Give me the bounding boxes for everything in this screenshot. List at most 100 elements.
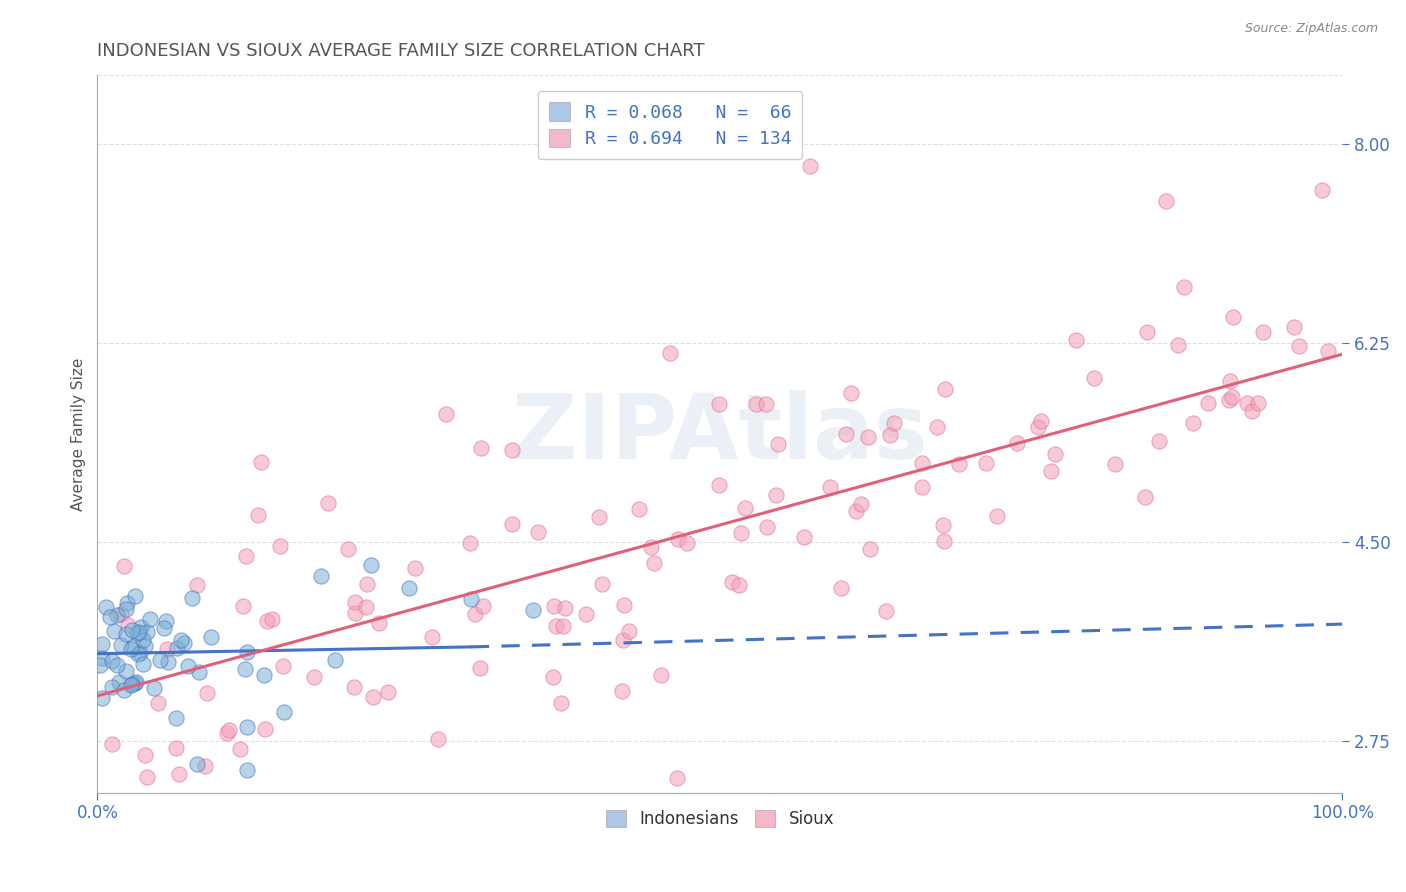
Point xyxy=(1005,436,1028,450)
Point xyxy=(666,771,689,785)
Point xyxy=(799,159,821,173)
Point xyxy=(143,681,166,695)
Point xyxy=(883,417,905,431)
Point xyxy=(218,723,240,738)
Point xyxy=(934,534,956,549)
Point xyxy=(544,619,567,633)
Point xyxy=(707,478,730,492)
Point xyxy=(250,455,273,469)
Point xyxy=(472,599,495,613)
Point xyxy=(273,705,295,719)
Point xyxy=(934,382,956,396)
Point xyxy=(311,569,333,583)
Point xyxy=(1222,310,1244,324)
Point xyxy=(367,616,389,631)
Legend: Indonesians, Sioux: Indonesians, Sioux xyxy=(599,803,841,835)
Point xyxy=(540,820,562,834)
Point xyxy=(766,437,789,451)
Point xyxy=(361,690,384,704)
Point xyxy=(246,508,269,522)
Point xyxy=(818,480,841,494)
Point xyxy=(1136,326,1159,340)
Point xyxy=(200,631,222,645)
Point xyxy=(420,630,443,644)
Point xyxy=(830,581,852,595)
Point xyxy=(233,662,256,676)
Point xyxy=(659,346,682,360)
Point xyxy=(170,632,193,647)
Point xyxy=(628,501,651,516)
Point xyxy=(1182,416,1205,430)
Point xyxy=(344,595,367,609)
Point xyxy=(177,659,200,673)
Point xyxy=(709,397,731,411)
Point xyxy=(875,604,897,618)
Point xyxy=(1317,343,1340,358)
Point xyxy=(734,501,756,516)
Point xyxy=(1083,371,1105,385)
Point xyxy=(367,822,389,836)
Point xyxy=(110,638,132,652)
Point xyxy=(613,598,636,612)
Point xyxy=(153,621,176,635)
Point xyxy=(166,641,188,656)
Point xyxy=(1026,419,1049,434)
Point xyxy=(107,657,129,672)
Point xyxy=(426,731,449,746)
Point xyxy=(720,574,742,589)
Point xyxy=(986,509,1008,524)
Point xyxy=(932,517,955,532)
Point xyxy=(755,520,778,534)
Point xyxy=(1247,396,1270,410)
Point xyxy=(256,614,278,628)
Point xyxy=(1284,320,1306,334)
Text: ZIPAtlas: ZIPAtlas xyxy=(512,390,928,478)
Point xyxy=(1251,325,1274,339)
Point xyxy=(134,747,156,762)
Y-axis label: Average Family Size: Average Family Size xyxy=(72,357,86,510)
Point xyxy=(128,842,150,856)
Point xyxy=(180,591,202,605)
Point xyxy=(1147,434,1170,449)
Point xyxy=(911,480,934,494)
Point xyxy=(120,641,142,656)
Point xyxy=(550,696,572,710)
Point xyxy=(187,665,209,679)
Point xyxy=(186,757,208,772)
Point xyxy=(543,599,565,614)
Point xyxy=(114,665,136,679)
Point xyxy=(103,624,125,638)
Point xyxy=(156,641,179,656)
Point xyxy=(470,661,492,675)
Point xyxy=(849,497,872,511)
Point xyxy=(232,599,254,614)
Point xyxy=(835,427,858,442)
Point xyxy=(643,556,665,570)
Point xyxy=(591,577,613,591)
Point xyxy=(1197,396,1219,410)
Point xyxy=(186,577,208,591)
Point xyxy=(1220,391,1243,405)
Point xyxy=(612,633,634,648)
Point xyxy=(551,619,574,633)
Point xyxy=(1135,490,1157,504)
Point xyxy=(122,639,145,653)
Point xyxy=(125,626,148,640)
Point xyxy=(235,763,257,777)
Point xyxy=(404,560,426,574)
Point xyxy=(117,618,139,632)
Point xyxy=(730,526,752,541)
Point xyxy=(356,577,378,591)
Point xyxy=(377,685,399,699)
Point xyxy=(155,614,177,628)
Point xyxy=(124,589,146,603)
Point xyxy=(136,770,159,784)
Point xyxy=(269,539,291,553)
Point xyxy=(927,419,949,434)
Point xyxy=(974,456,997,470)
Text: INDONESIAN VS SIOUX AVERAGE FAMILY SIZE CORRELATION CHART: INDONESIAN VS SIOUX AVERAGE FAMILY SIZE … xyxy=(97,42,704,60)
Point xyxy=(157,655,180,669)
Point xyxy=(588,510,610,524)
Point xyxy=(640,540,662,554)
Point xyxy=(617,624,640,639)
